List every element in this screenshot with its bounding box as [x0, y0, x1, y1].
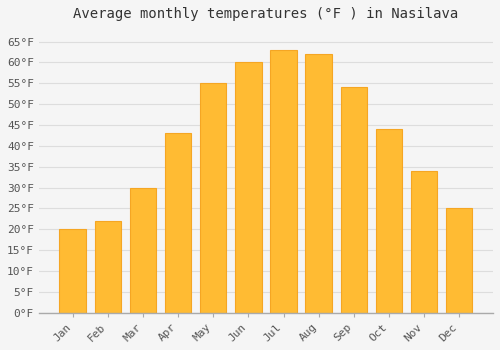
Bar [130, 188, 156, 313]
Bar [200, 83, 226, 313]
Title: Average monthly temperatures (°F ) in Nasilava: Average monthly temperatures (°F ) in Na… [74, 7, 458, 21]
Bar [60, 229, 86, 313]
Bar [446, 208, 472, 313]
Bar [306, 54, 332, 313]
Bar [165, 133, 191, 313]
Bar [94, 221, 121, 313]
Bar [270, 50, 296, 313]
Bar [411, 171, 438, 313]
Bar [376, 129, 402, 313]
Bar [340, 88, 367, 313]
Bar [235, 62, 262, 313]
